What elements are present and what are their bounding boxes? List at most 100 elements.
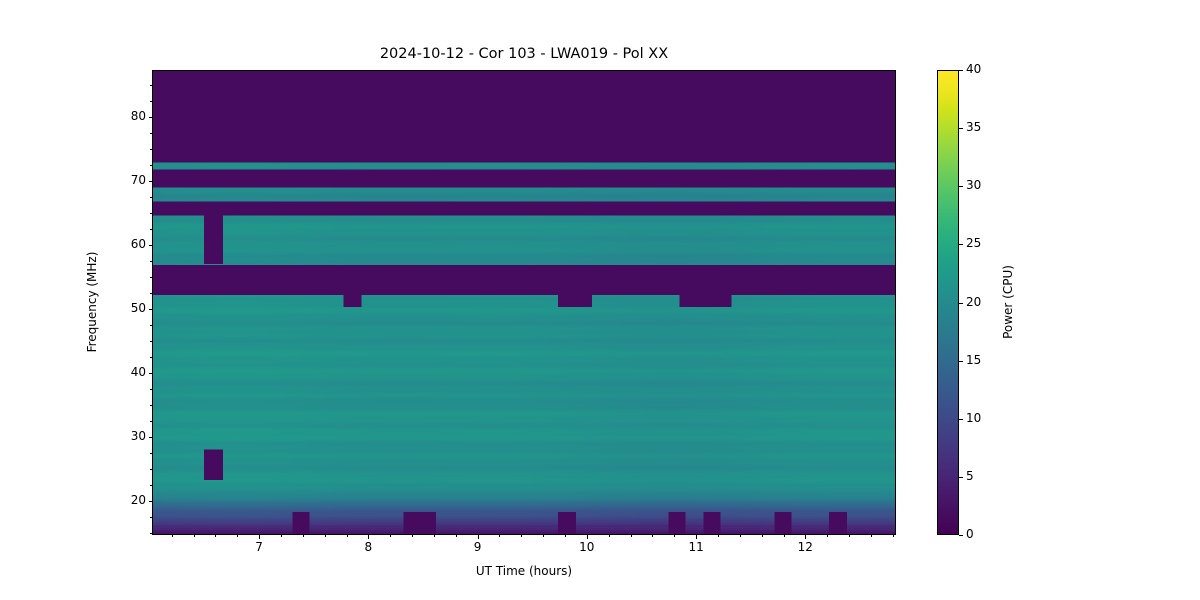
colorbar-tick-label: 35: [966, 120, 982, 135]
colorbar-tick-label: 40: [966, 62, 982, 76]
y-minor-tick-mark: [150, 501, 152, 503]
y-minor-tick-mark: [150, 340, 152, 342]
x-tick-label: 7: [255, 540, 263, 554]
x-minor-tick-mark: [302, 535, 304, 537]
colorbar-tick-label: 25: [966, 236, 982, 251]
x-minor-tick-mark: [499, 535, 501, 537]
x-minor-tick-mark: [368, 535, 370, 537]
y-minor-tick-mark: [150, 196, 152, 198]
colorbar-tick-mark: [959, 128, 963, 130]
y-minor-tick-mark: [150, 132, 152, 134]
colorbar-tick-label: 5: [966, 468, 974, 483]
x-minor-tick-mark: [783, 535, 785, 537]
page-title: 2024-10-12 - Cor 103 - LWA019 - Pol XX: [379, 46, 669, 62]
y-minor-tick-mark: [150, 260, 152, 262]
x-tick-label: 12: [797, 540, 813, 554]
y-minor-tick-mark: [150, 84, 152, 86]
x-minor-tick-mark: [433, 535, 435, 537]
x-minor-tick-mark: [696, 535, 698, 537]
y-minor-tick-mark: [150, 100, 152, 102]
x-minor-tick-mark: [630, 535, 632, 537]
x-minor-tick-mark: [412, 535, 413, 537]
y-tick-label: 40: [130, 365, 146, 379]
x-minor-tick-mark: [215, 535, 217, 537]
x-minor-tick-mark: [455, 535, 457, 537]
x-minor-tick-mark: [280, 535, 282, 537]
y-minor-tick-mark: [150, 533, 152, 535]
x-minor-tick-mark: [652, 535, 654, 537]
x-minor-tick-mark: [674, 535, 676, 537]
y-minor-tick-mark: [150, 164, 152, 166]
x-minor-tick-mark: [849, 535, 850, 537]
x-tick-label: 10: [579, 540, 595, 554]
y-tick-label: 50: [130, 300, 146, 315]
x-minor-tick-mark: [193, 535, 195, 537]
x-minor-tick-mark: [543, 535, 545, 537]
y-minor-tick-mark: [150, 148, 152, 150]
y-minor-tick-mark: [150, 517, 152, 519]
x-minor-tick-mark: [521, 535, 523, 537]
x-minor-tick-mark: [324, 535, 326, 537]
x-tick-label: 9: [473, 540, 482, 554]
x-axis-label: UT Time (hours): [475, 564, 573, 578]
heatmap-pixels: [153, 71, 895, 534]
y-axis-label: Frequency (MHz): [85, 251, 99, 353]
x-minor-tick-mark: [586, 535, 588, 537]
dynamic-spectrum-plot[interactable]: [152, 70, 896, 535]
colorbar-label: Power (CPU): [1001, 265, 1015, 339]
x-minor-tick-mark: [761, 535, 763, 537]
x-minor-tick-mark: [565, 535, 566, 537]
y-minor-tick-mark: [150, 389, 152, 390]
colorbar-tick-mark: [959, 186, 963, 188]
colorbar-tick-mark: [959, 418, 963, 420]
colorbar[interactable]: [937, 70, 959, 535]
colorbar-tick-mark: [959, 476, 963, 478]
x-minor-tick-mark: [892, 535, 894, 537]
x-minor-tick-mark: [717, 535, 719, 537]
x-minor-tick-mark: [827, 535, 829, 537]
colorbar-tick-mark: [959, 535, 963, 536]
y-minor-tick-mark: [150, 453, 152, 454]
colorbar-tick-label: 0: [966, 527, 974, 541]
x-minor-tick-mark: [870, 535, 872, 537]
colorbar-gradient: [938, 71, 958, 534]
y-tick-label: 80: [130, 108, 146, 123]
colorbar-tick-mark: [959, 244, 963, 246]
y-minor-tick-mark: [150, 180, 152, 182]
y-tick-label: 70: [130, 172, 146, 187]
x-tick-label: 8: [364, 540, 373, 554]
x-minor-tick-mark: [346, 535, 348, 537]
y-minor-tick-mark: [150, 469, 152, 470]
colorbar-tick-mark: [959, 360, 963, 362]
x-minor-tick-mark: [477, 535, 479, 537]
y-minor-tick-mark: [150, 373, 152, 374]
y-minor-tick-mark: [150, 116, 152, 118]
heatmap-image: [153, 71, 895, 534]
x-minor-tick-mark: [390, 535, 392, 537]
x-minor-tick-mark: [171, 535, 173, 537]
y-minor-tick-mark: [150, 228, 152, 230]
y-tick-label: 60: [130, 236, 146, 251]
y-minor-tick-mark: [150, 356, 152, 358]
y-minor-tick-mark: [150, 244, 152, 246]
x-minor-tick-mark: [237, 535, 239, 537]
colorbar-tick-mark: [959, 302, 963, 304]
y-minor-tick-mark: [150, 212, 152, 214]
colorbar-tick-label: 10: [966, 410, 982, 425]
x-tick-label: 11: [688, 540, 704, 554]
y-tick-label: 20: [130, 493, 146, 508]
x-minor-tick-mark: [608, 535, 610, 537]
y-minor-tick-mark: [150, 292, 152, 294]
y-minor-tick-mark: [150, 485, 152, 486]
x-minor-tick-mark: [739, 535, 741, 537]
y-minor-tick-mark: [150, 421, 152, 422]
y-minor-tick-mark: [150, 324, 152, 326]
y-minor-tick-mark: [150, 405, 152, 406]
colorbar-tick-label: 30: [966, 178, 982, 193]
x-minor-tick-mark: [805, 535, 807, 537]
colorbar-tick-label: 20: [966, 294, 982, 309]
colorbar-tick-mark: [959, 70, 963, 71]
colorbar-tick-label: 15: [966, 352, 982, 367]
y-minor-tick-mark: [150, 437, 152, 438]
